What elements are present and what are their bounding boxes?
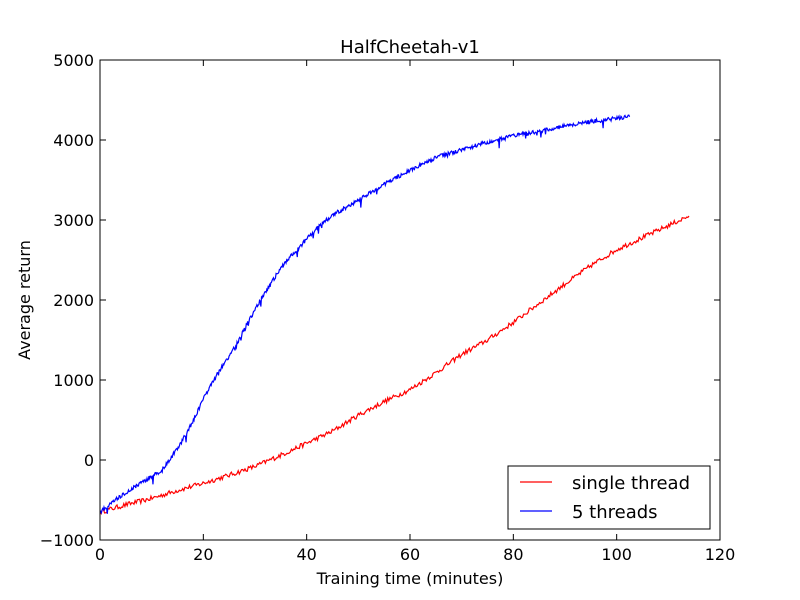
x-tick-label: 80 xyxy=(503,545,523,564)
legend: single thread 5 threads xyxy=(507,465,711,530)
y-axis-label: Average return xyxy=(15,240,34,360)
x-tick-label: 60 xyxy=(400,545,420,564)
ticks-layer: 0 20 40 60 80 100 120−100001000200030004000500… xyxy=(40,51,735,564)
x-tick-label: 120 xyxy=(705,545,736,564)
legend-box xyxy=(507,465,711,530)
y-tick-label: −1000 xyxy=(40,531,94,550)
series-line-single-thread xyxy=(99,215,690,515)
x-axis-label: Training time (minutes) xyxy=(316,569,504,588)
series-layer xyxy=(99,114,690,515)
y-tick-label: 5000 xyxy=(53,51,94,70)
series-line-5-threads xyxy=(99,114,631,515)
x-tick-label: 0 xyxy=(95,545,105,564)
legend-label-single-thread: single thread xyxy=(572,473,690,494)
legend-label-5-threads: 5 threads xyxy=(572,502,658,523)
x-tick-label: 40 xyxy=(296,545,316,564)
y-tick-label: 1000 xyxy=(53,371,94,390)
chart-title: HalfCheetah-v1 xyxy=(340,37,480,58)
y-tick-label: 4000 xyxy=(53,131,94,150)
y-tick-label: 2000 xyxy=(53,291,94,310)
x-tick-label: 100 xyxy=(601,545,632,564)
y-tick-label: 3000 xyxy=(53,211,94,230)
y-tick-label: 0 xyxy=(84,451,94,470)
x-tick-label: 20 xyxy=(193,545,213,564)
